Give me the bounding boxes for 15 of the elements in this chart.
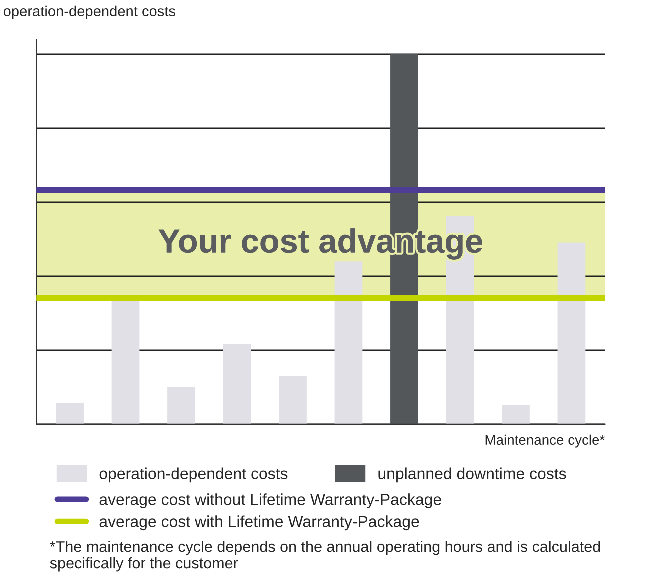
x-axis-title: Maintenance cycle* [486, 434, 605, 448]
bar [56, 403, 84, 424]
bar [334, 262, 363, 424]
legend-label: average cost with Lifetime Warranty-Package [100, 516, 420, 531]
bar [279, 376, 307, 424]
bar [558, 242, 586, 424]
y-axis-title: operation-dependent costs [4, 6, 176, 20]
bar [502, 405, 530, 424]
legend-label: operation-dependent costs [100, 468, 288, 483]
bar [112, 300, 140, 424]
legend-label: average cost without Lifetime Warranty-Package [100, 494, 442, 508]
legend-label: unplanned downtime costs [378, 468, 566, 483]
bar [223, 344, 252, 424]
text: *The maintenance cycle depends on the annual operating hours and is calculated specifically for the customer [50, 541, 600, 572]
bar [168, 387, 196, 424]
